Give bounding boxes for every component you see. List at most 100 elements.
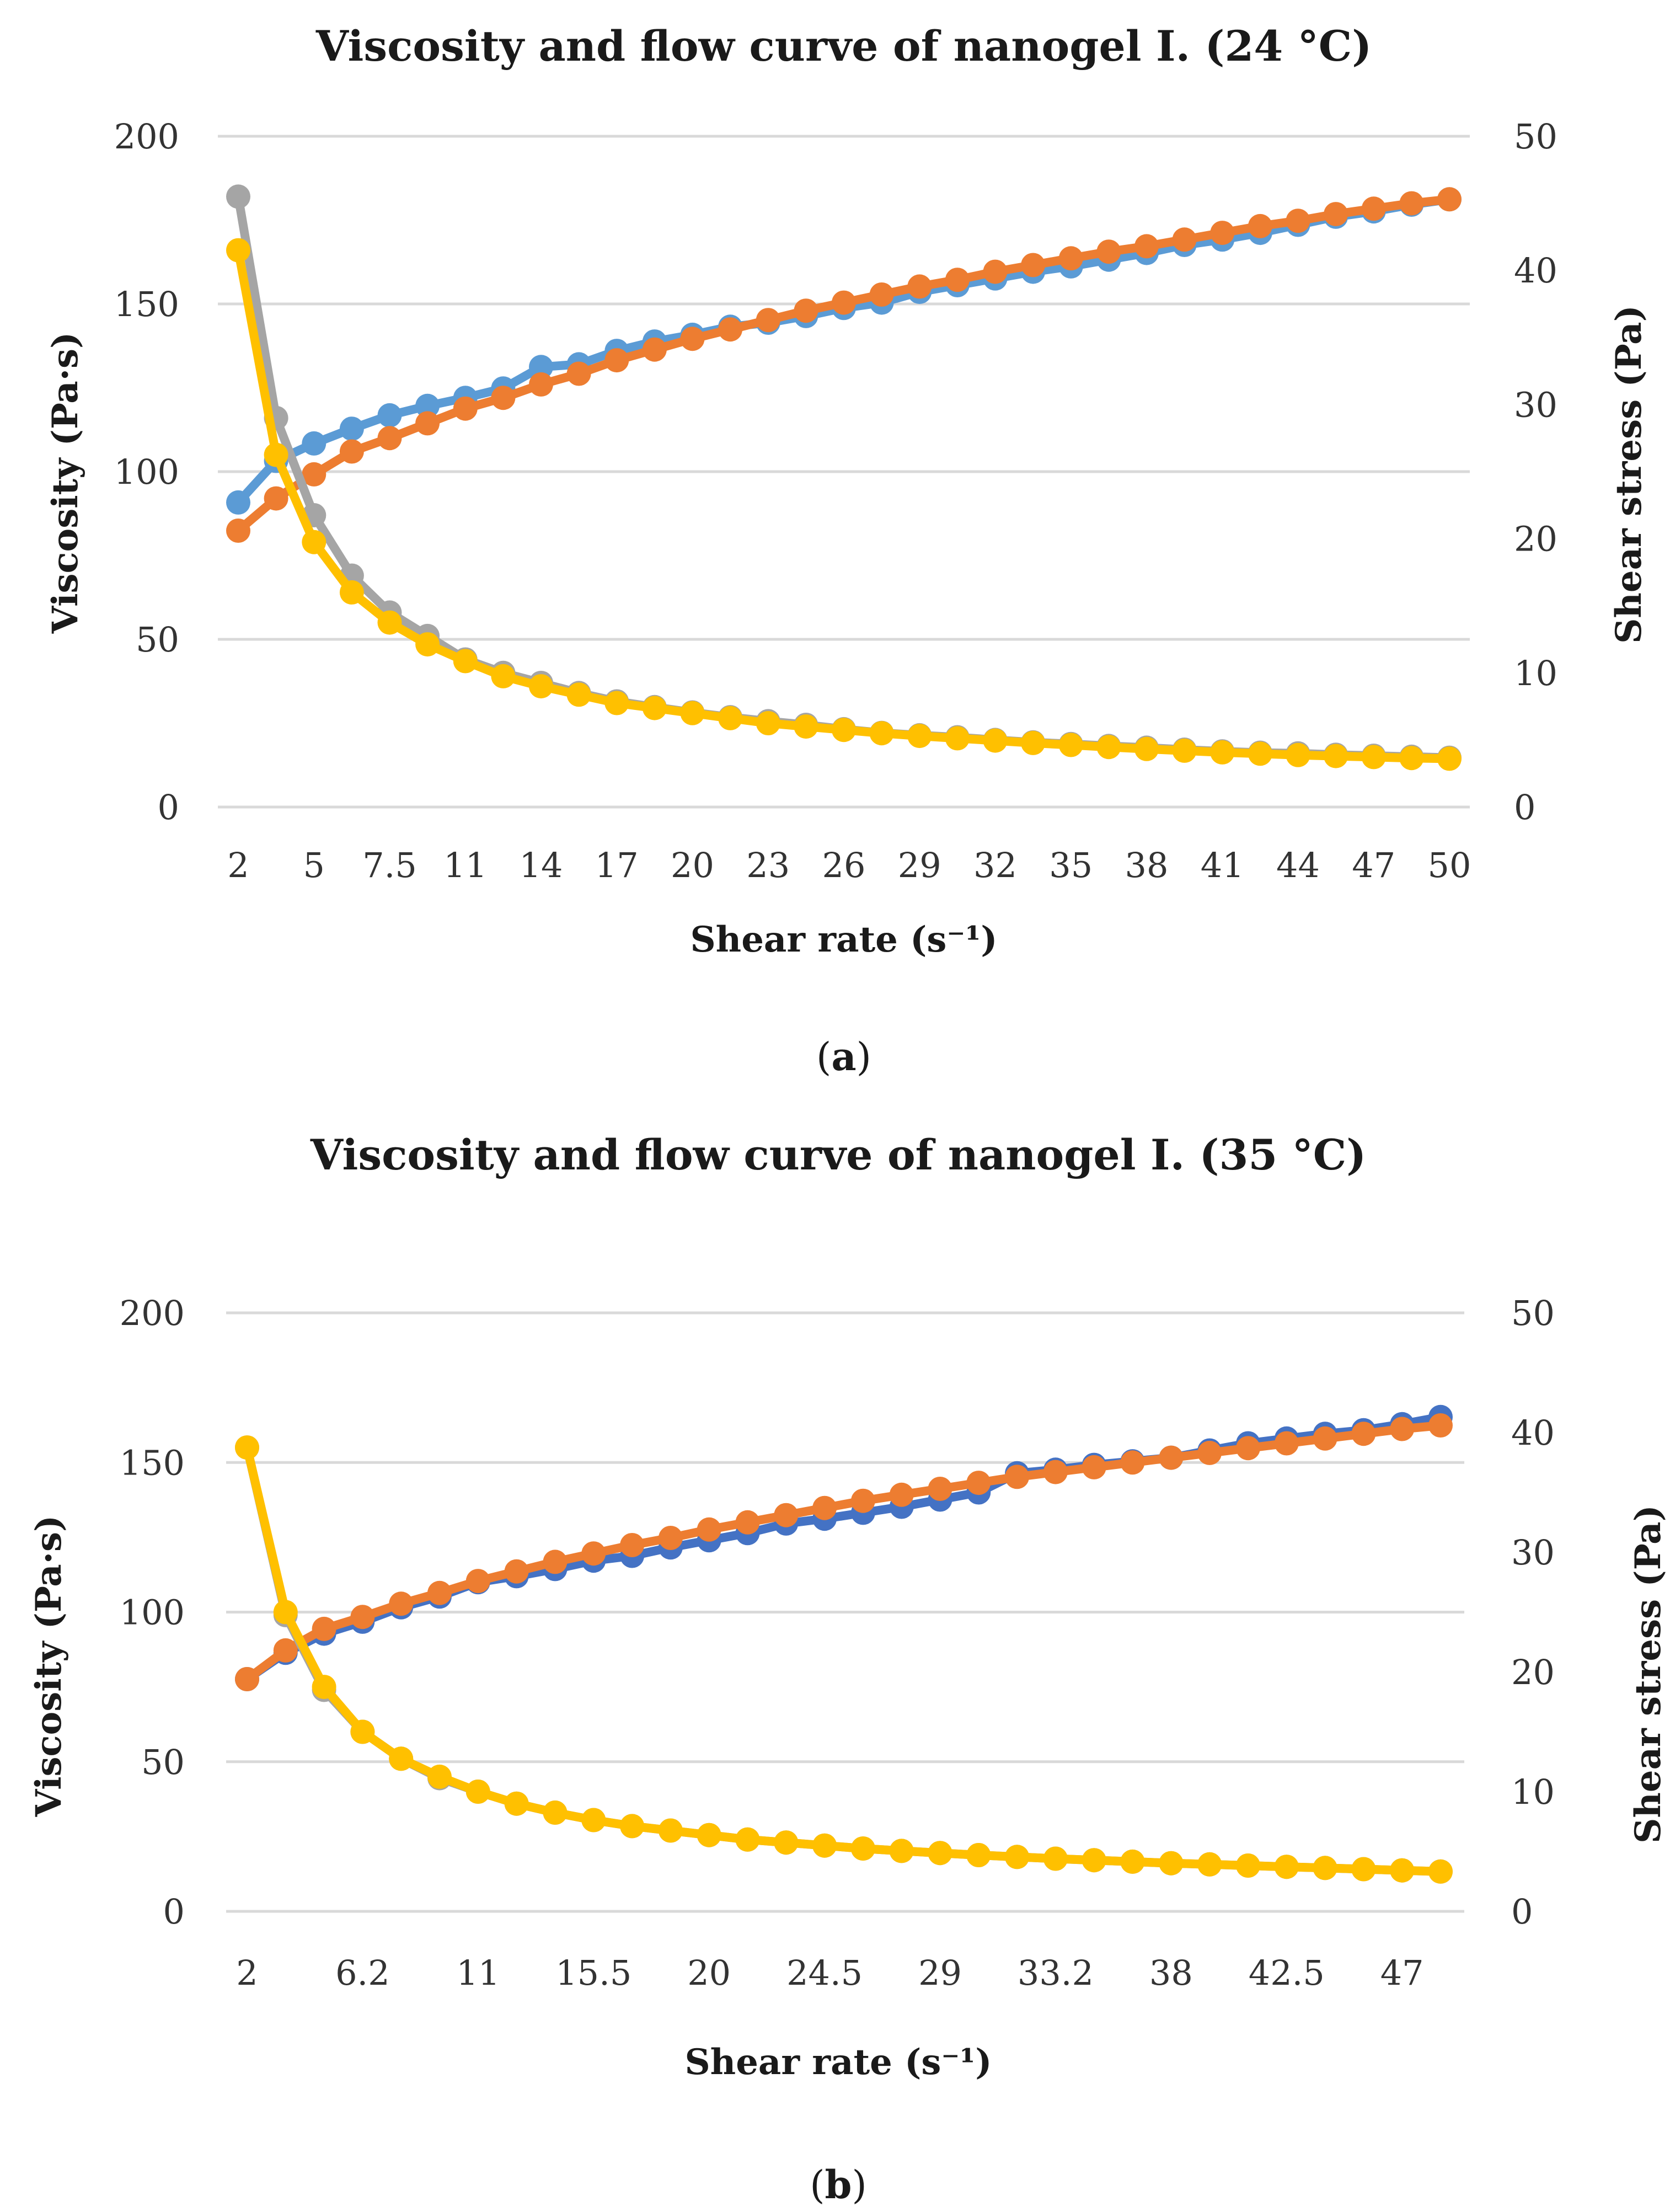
y-right-tick-label: 40 (1511, 1413, 1555, 1453)
data-point (1324, 744, 1348, 768)
y-right-tick-label: 10 (1514, 653, 1557, 693)
y-right-tick-label: 50 (1514, 116, 1557, 157)
data-point (1428, 1859, 1453, 1884)
data-point (1248, 213, 1272, 238)
data-point (1043, 1846, 1068, 1871)
data-point (907, 724, 932, 749)
data-point (273, 1600, 298, 1625)
series-line (234, 192, 1454, 762)
chart-b-right-ticks: 0 10 20 30 40 50 (1511, 1293, 1555, 1932)
data-point (1096, 735, 1121, 760)
data-point (983, 259, 1008, 284)
y-right-tick-label: 20 (1514, 519, 1557, 559)
data-point (1390, 1417, 1415, 1441)
y-left-tick-label: 0 (158, 787, 179, 827)
data-point (543, 1800, 568, 1825)
chart-a-svg: Viscosity and flow curve of nanogel I. (… (45, 22, 1650, 1080)
x-tick-label: 11 (456, 1953, 500, 1993)
data-point (718, 706, 743, 730)
data-point (889, 1482, 914, 1507)
data-point (812, 1495, 837, 1520)
data-point (1248, 741, 1272, 766)
x-tick-label: 20 (671, 845, 714, 885)
data-point (339, 439, 364, 464)
data-point (966, 1471, 991, 1495)
chart-b-title: Viscosity and flow curve of nanogel I. (… (310, 1130, 1366, 1179)
data-point (832, 290, 856, 315)
data-point (889, 1839, 914, 1863)
data-point (1197, 1852, 1222, 1877)
y-right-tick-label: 50 (1511, 1293, 1555, 1333)
data-point (566, 682, 591, 707)
series-line (234, 195, 1454, 507)
data-point (1399, 191, 1424, 216)
x-tick-label: 50 (1428, 845, 1471, 885)
data-point (581, 1808, 606, 1832)
data-point (312, 1675, 336, 1700)
x-tick-label: 42.5 (1249, 1953, 1325, 1993)
series-shear-stress-2 (226, 187, 1462, 543)
y-left-tick-label: 0 (163, 1892, 185, 1932)
data-point (642, 337, 667, 362)
x-tick-label: 20 (687, 1953, 731, 1993)
data-point (1172, 738, 1197, 763)
data-point (1120, 1849, 1145, 1874)
data-point (928, 1841, 952, 1866)
data-point (1210, 740, 1235, 765)
data-point (718, 317, 743, 342)
data-point (850, 1488, 875, 1513)
data-point (389, 1746, 414, 1771)
data-point (735, 1510, 760, 1535)
data-point (504, 1559, 529, 1584)
series-viscosity-2 (235, 1435, 1453, 1884)
data-point (1313, 1426, 1337, 1451)
data-point (529, 674, 553, 699)
y-left-tick-label: 100 (114, 452, 179, 492)
series-viscosity-1 (226, 184, 1462, 770)
data-point (869, 721, 894, 746)
y-right-tick-label: 10 (1511, 1772, 1555, 1812)
data-point (377, 426, 402, 451)
data-point (465, 1569, 490, 1594)
data-point (604, 691, 629, 715)
data-point (415, 632, 440, 657)
chart-b-series (235, 1404, 1453, 1884)
chart-a-ylabel-right: Shear stress (Pa) (1608, 305, 1650, 644)
x-tick-label: 23 (746, 845, 790, 885)
x-tick-label: 38 (1149, 1953, 1193, 1993)
data-point (427, 1580, 452, 1605)
data-point (1351, 1422, 1376, 1446)
chart-a-left-ticks: 0 50 100 150 200 (114, 116, 179, 827)
data-point (566, 361, 591, 386)
data-point (427, 1764, 452, 1789)
data-point (620, 1533, 645, 1557)
data-point (1058, 246, 1083, 271)
data-point (1361, 196, 1386, 221)
data-point (1021, 253, 1046, 277)
data-point (264, 486, 288, 511)
series-shear-stress-1 (226, 187, 1462, 515)
x-tick-label: 47 (1380, 1953, 1424, 1993)
data-point (1210, 221, 1235, 245)
data-point (1236, 1853, 1260, 1878)
chart-b-xlabel: Shear rate (s⁻¹) (684, 2042, 992, 2083)
x-tick-label: 7.5 (362, 845, 417, 885)
chart-a-caption: (a) (816, 1034, 871, 1080)
chart-b-left-ticks: 0 50 100 150 200 (120, 1293, 185, 1932)
data-point (415, 393, 440, 418)
data-point (1197, 1440, 1222, 1465)
data-point (812, 1833, 837, 1858)
chart-a-ylabel-left: Viscosity (Pa·s) (45, 332, 86, 634)
chart-panel-b: Viscosity and flow curve of nanogel I. (… (0, 1103, 1670, 2212)
data-point (680, 327, 705, 351)
data-point (1021, 730, 1046, 755)
chart-b-x-ticks: 2 6.2 11 15.5 20 24.5 29 33.2 38 42.5 47 (236, 1953, 1423, 1993)
data-point (1437, 746, 1462, 771)
y-left-tick-label: 200 (114, 116, 179, 157)
data-point (226, 490, 250, 515)
data-point (1286, 742, 1310, 767)
data-point (543, 1550, 568, 1574)
x-tick-label: 38 (1125, 845, 1169, 885)
x-tick-label: 24.5 (786, 1953, 863, 1993)
data-point (1324, 202, 1348, 227)
